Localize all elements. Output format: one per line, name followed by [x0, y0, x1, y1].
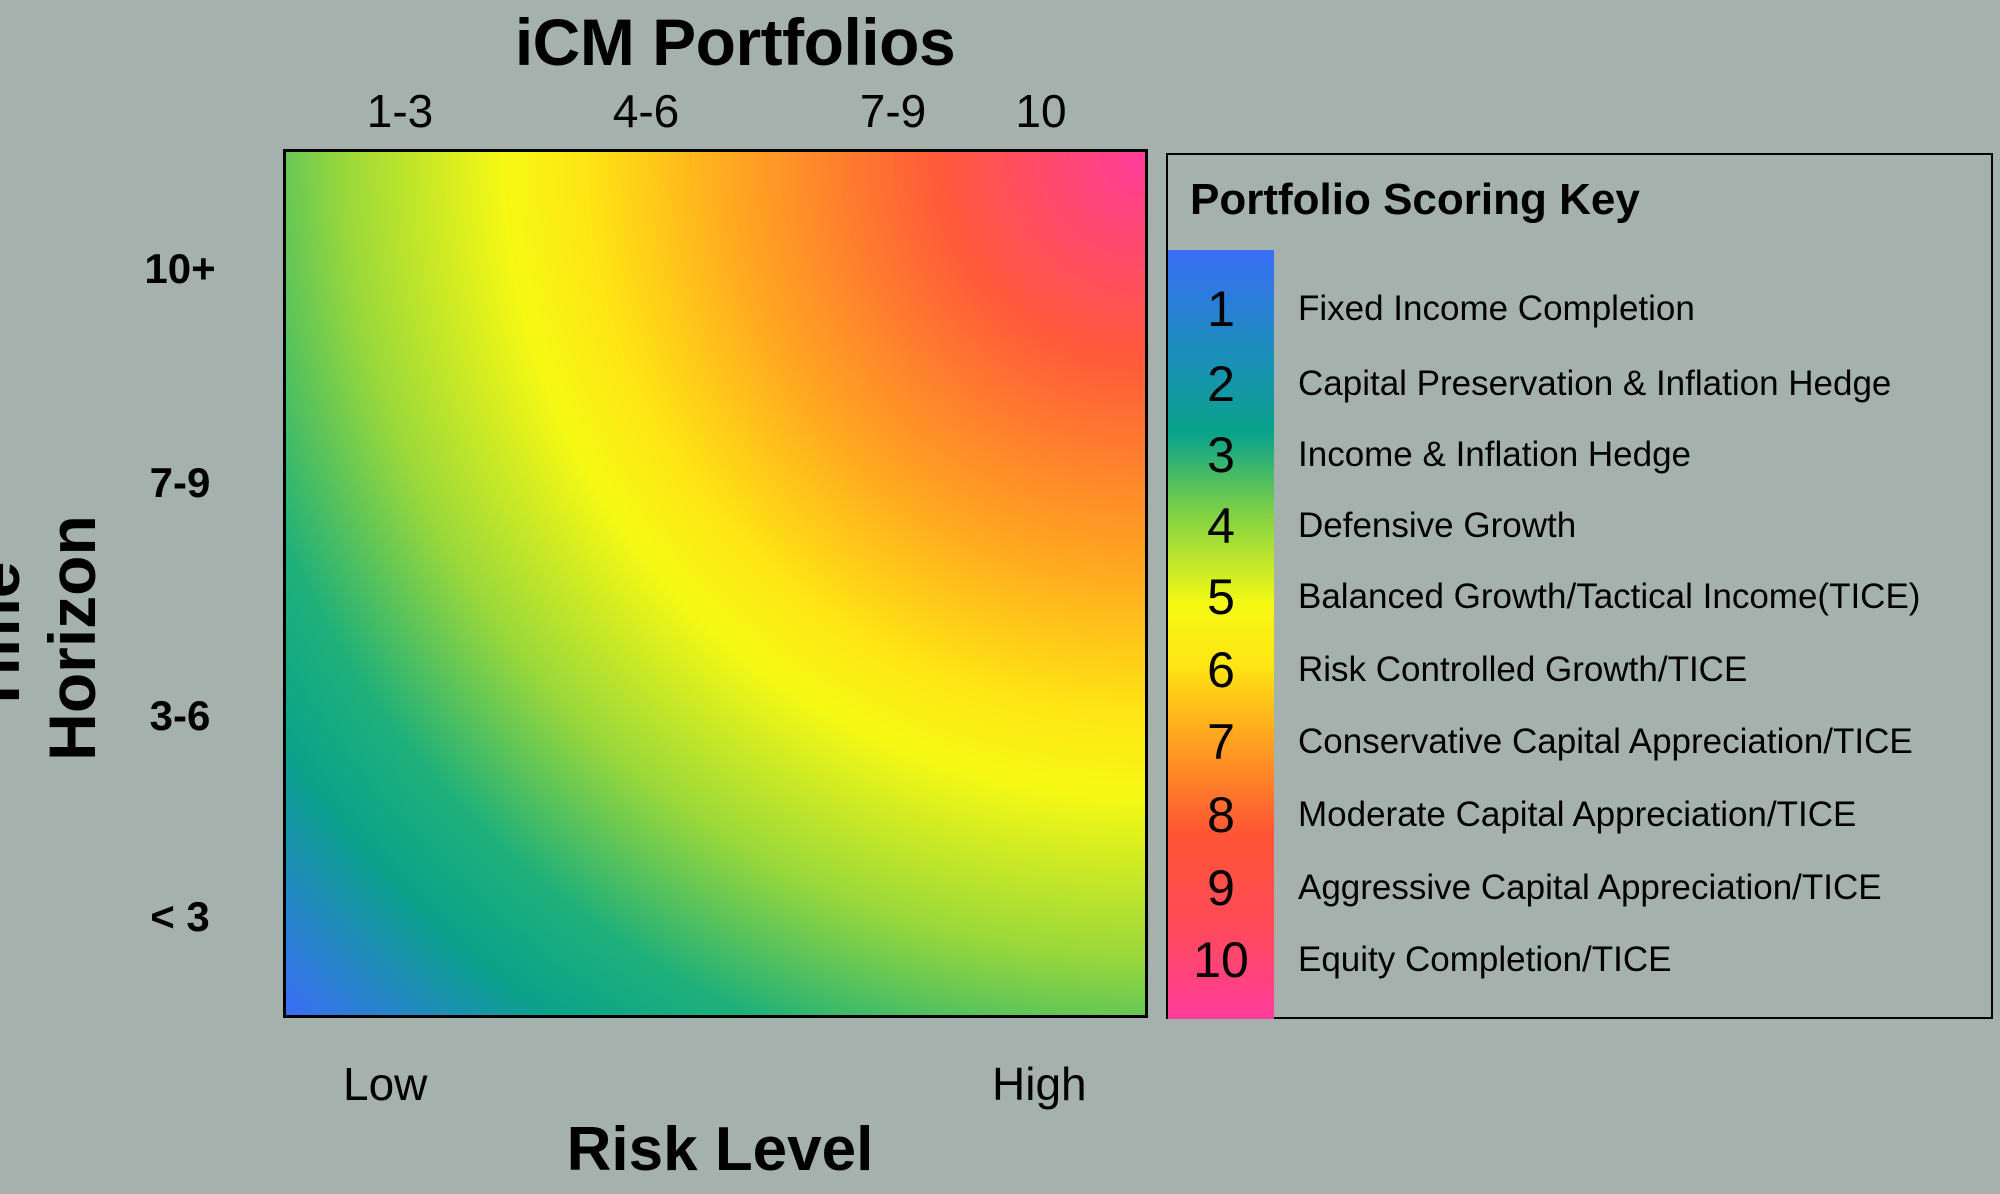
legend-item: 5 Balanced Growth/Tactical Income(TICE): [1168, 567, 1993, 627]
legend-item: 6 Risk Controlled Growth/TICE: [1168, 640, 1993, 700]
heatmap-fill: [286, 152, 1145, 1015]
x-axis-high-label: High: [992, 1058, 1087, 1110]
legend-label: Equity Completion/TICE: [1298, 940, 1672, 979]
heatmap-gradient-graphic: [286, 152, 1145, 1015]
scoring-key-legend: Portfolio Scoring Key 1 Fixed Income Com…: [1166, 153, 1993, 1019]
legend-score: 7: [1207, 714, 1235, 770]
legend-score: 5: [1207, 569, 1235, 625]
legend-item: 1 Fixed Income Completion: [1168, 279, 1993, 339]
legend-score: 4: [1207, 498, 1235, 554]
chart-title: iCM Portfolios: [514, 5, 956, 79]
legend-title: Portfolio Scoring Key: [1190, 175, 1640, 224]
legend-score: 9: [1207, 860, 1235, 916]
legend-score: 6: [1207, 642, 1235, 698]
legend-label: Defensive Growth: [1298, 506, 1577, 545]
legend-color-bar: [1168, 250, 1274, 1019]
legend-label: Fixed Income Completion: [1298, 289, 1695, 328]
legend-item: 7 Conservative Capital Appreciation/TICE: [1168, 712, 1993, 772]
legend-item: 8 Moderate Capital Appreciation/TICE: [1168, 785, 1993, 845]
legend-label: Capital Preservation & Inflation Hedge: [1298, 364, 1892, 403]
legend-score: 2: [1207, 356, 1235, 412]
legend-label: Balanced Growth/Tactical Income(TICE): [1298, 577, 1921, 616]
legend-item: 3 Income & Inflation Hedge: [1168, 425, 1993, 485]
legend-label: Risk Controlled Growth/TICE: [1298, 650, 1748, 689]
legend-item: 2 Capital Preservation & Inflation Hedge: [1168, 354, 1993, 414]
x-category-label: 4-6: [612, 85, 680, 137]
legend-score: 3: [1207, 427, 1235, 483]
legend-item: 4 Defensive Growth: [1168, 496, 1993, 556]
x-axis-low-label: Low: [343, 1058, 428, 1110]
legend-score: 8: [1207, 787, 1235, 843]
legend-label: Moderate Capital Appreciation/TICE: [1298, 795, 1857, 834]
y-axis-title: Time Horizon: [0, 515, 109, 761]
legend-score: 10: [1193, 932, 1249, 988]
x-category-label: 10: [1015, 85, 1067, 137]
legend-label: Aggressive Capital Appreciation/TICE: [1298, 868, 1882, 907]
y-category-label: 7-9: [149, 459, 211, 506]
risk-horizon-heatmap: [283, 149, 1148, 1018]
legend-score: 1: [1207, 281, 1235, 337]
x-axis-title: Risk Level: [566, 1115, 874, 1184]
x-category-label: 7-9: [859, 85, 927, 137]
legend-label: Income & Inflation Hedge: [1298, 435, 1692, 474]
y-category-label: 10+: [144, 245, 216, 292]
x-category-label: 1-3: [366, 85, 434, 137]
legend-item: 9 Aggressive Capital Appreciation/TICE: [1168, 858, 1993, 918]
legend-label: Conservative Capital Appreciation/TICE: [1298, 722, 1913, 761]
y-category-label: < 3: [150, 893, 210, 940]
legend-item: 10 Equity Completion/TICE: [1168, 930, 1993, 990]
y-category-label: 3-6: [149, 692, 211, 739]
